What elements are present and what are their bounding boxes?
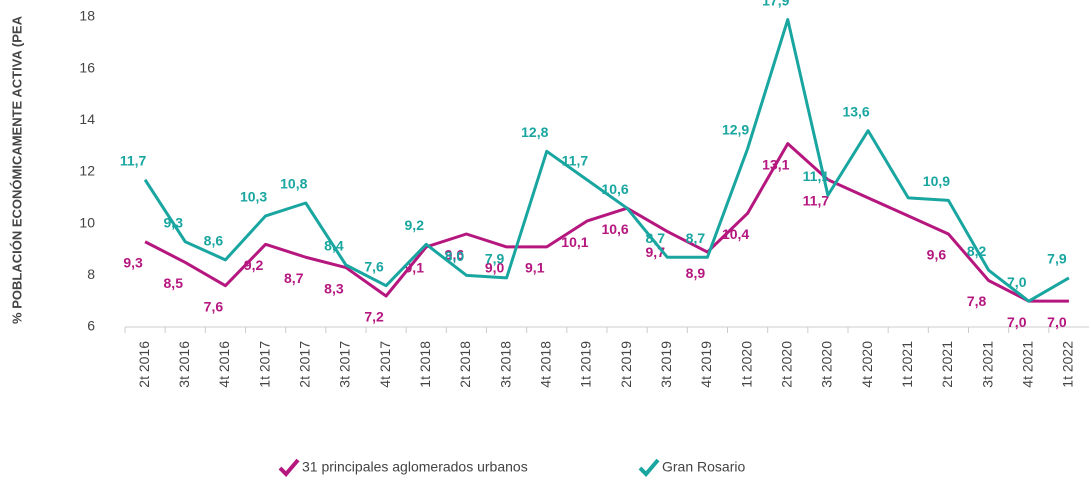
x-tick-label: 1t 2021 [899,341,915,388]
data-label: 13,6 [842,103,869,119]
data-label: 9,6 [445,247,465,263]
y-tick-label: 18 [79,8,95,24]
y-axis-title: % POBLACIÓN ECONÓMICAMENTE ACTIVA (PEA [9,15,24,324]
y-tick-label: 8 [87,266,95,282]
y-tick-label: 6 [87,318,95,334]
data-label: 8,9 [686,265,706,281]
data-label: 8,7 [686,230,706,246]
data-label: 7,6 [204,298,224,314]
x-tick-label: 4t 2019 [698,341,714,388]
data-label: 17,9 [762,0,789,8]
data-label: 10,1 [561,234,588,250]
data-label: 8,7 [646,230,666,246]
data-label: 7,9 [1047,251,1067,267]
data-label: 11,7 [120,152,147,168]
x-tick-label: 4t 2017 [377,341,393,388]
data-label: 10,4 [722,226,749,242]
y-tick-label: 12 [79,163,95,179]
x-tick-label: 3t 2019 [658,341,674,388]
data-label: 8,2 [967,243,987,259]
series-line [144,142,1069,303]
data-label: 8,6 [204,233,224,249]
data-label: 10,8 [280,176,307,192]
x-tick-label: 2t 2019 [618,341,634,388]
data-label: 11,1 [803,168,830,184]
x-tick-label: 3t 2021 [979,341,995,388]
series-line [143,18,1070,303]
data-label: 9,3 [164,214,184,230]
legend-icon [278,458,300,477]
x-tick-label: 2t 2018 [457,341,473,388]
x-tick-label: 1t 2019 [578,341,594,388]
x-tick-label: 2t 2017 [296,341,312,388]
data-label: 9,2 [405,217,425,233]
x-tick-label: 3t 2017 [337,341,353,388]
x-tick-label: 2t 2021 [939,341,955,388]
data-label: 7,6 [364,258,384,274]
legend-label: Gran Rosario [662,459,745,475]
data-label: 8,3 [324,280,344,296]
data-label: 9,2 [244,257,264,273]
data-label: 13,1 [762,156,789,172]
x-tick-label: 3t 2016 [176,341,192,388]
data-label: 10,6 [601,221,628,237]
x-tick-label: 1t 2020 [738,341,754,388]
data-label: 10,9 [923,173,950,189]
data-label: 11,7 [562,152,589,168]
x-tick-label: 4t 2020 [859,341,875,388]
data-label: 12,8 [521,124,548,140]
x-tick-label: 1t 2018 [417,341,433,388]
data-label: 7,8 [967,293,987,309]
data-label: 10,3 [240,189,267,205]
data-label: 9,0 [485,260,505,276]
y-tick-label: 10 [79,214,95,230]
data-label: 9,3 [123,254,143,270]
data-label: 9,6 [927,247,947,263]
x-tick-label: 3t 2018 [497,341,513,388]
data-label: 7,0 [1007,274,1027,290]
data-label: 11,7 [803,192,830,208]
x-tick-label: 4t 2018 [537,341,553,388]
x-tick-label: 2t 2016 [136,341,152,388]
data-label: 7,9 [485,251,505,267]
y-tick-label: 14 [79,111,95,127]
data-label: 8,5 [164,275,184,291]
x-tick-label: 1t 2017 [256,341,272,388]
x-tick-label: 4t 2016 [216,341,232,388]
legend-icon [638,458,660,477]
legend-label: 31 principales aglomerados urbanos [302,459,528,475]
x-tick-label: 4t 2021 [1019,341,1035,388]
data-label: 7,2 [364,309,384,325]
x-tick-label: 1t 2022 [1060,341,1076,388]
data-label: 7,0 [1047,314,1067,330]
data-label: 9,1 [525,260,545,276]
y-tick-label: 16 [79,59,95,75]
x-tick-label: 3t 2020 [819,341,835,388]
data-label: 10,6 [601,181,628,197]
data-label: 7,0 [1007,314,1027,330]
data-label: 8,0 [445,248,465,264]
x-tick-label: 2t 2020 [778,341,794,388]
data-label: 12,9 [722,121,749,137]
data-label: 8,7 [284,270,304,286]
data-label: 8,4 [324,238,344,254]
